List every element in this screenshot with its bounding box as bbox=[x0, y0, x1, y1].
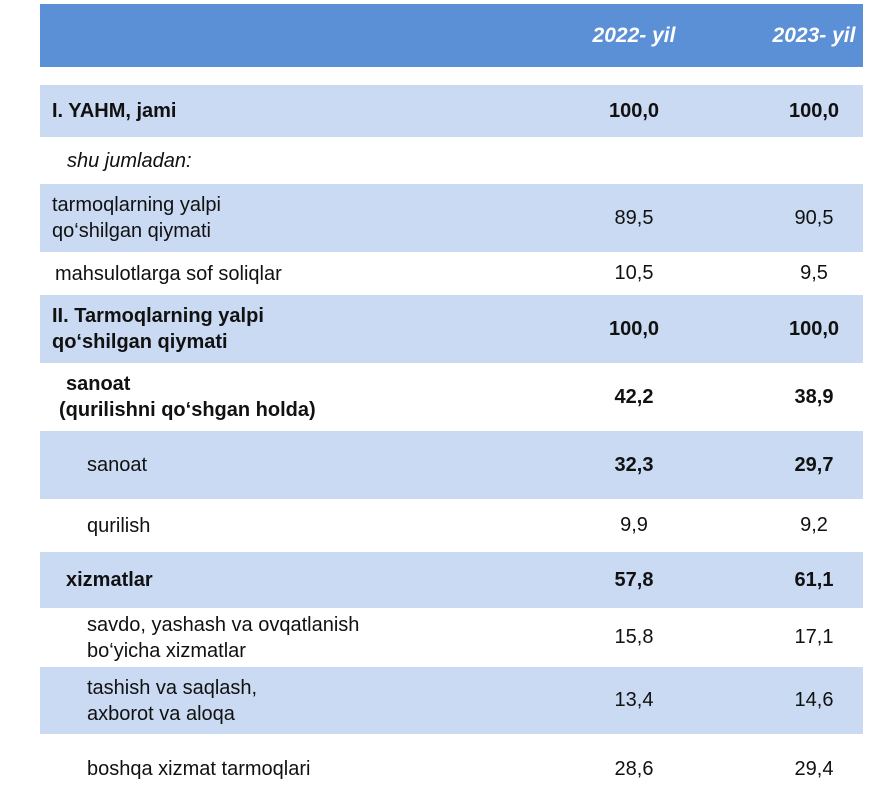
row-label: I. YAHM, jami bbox=[52, 85, 177, 137]
row-label: mahsulotlarga sof soliqlar bbox=[55, 252, 282, 295]
table-row-transport-communication: tashish va saqlash, axborot va aloqa 13,… bbox=[40, 667, 863, 734]
row-label: boshqa xizmat tarmoqlari bbox=[87, 746, 310, 792]
value-2022: 57,8 bbox=[614, 568, 654, 591]
value-2022: 28,6 bbox=[614, 757, 654, 780]
row-label: savdo, yashash va ovqatlanish bo‘yicha x… bbox=[87, 608, 359, 667]
row-label: shu jumladan: bbox=[67, 137, 192, 184]
value-2023: 100,0 bbox=[788, 99, 840, 122]
value-2023: 9,2 bbox=[800, 514, 828, 536]
row-label-line2: qo‘shilgan qiymati bbox=[52, 331, 228, 353]
value-2023: 14,6 bbox=[794, 689, 834, 711]
row-label-line1: savdo, yashash va ovqatlanish bbox=[87, 613, 360, 636]
value-2022: 32,3 bbox=[614, 453, 654, 476]
row-label-line1: II. Tarmoqlarning yalpi bbox=[52, 305, 264, 327]
row-label: tashish va saqlash, axborot va aloqa bbox=[87, 667, 257, 734]
value-2022: 9,9 bbox=[620, 514, 648, 536]
value-2023: 61,1 bbox=[794, 568, 834, 591]
table-row-industry: sanoat 32,3 29,7 bbox=[40, 431, 863, 499]
value-2022: 42,2 bbox=[614, 385, 654, 408]
value-2023: 100,0 bbox=[788, 317, 840, 340]
row-label-line2: qo‘shilgan qiymati bbox=[52, 220, 211, 242]
table-row-sectors-total: II. Tarmoqlarning yalpi qo‘shilgan qiyma… bbox=[40, 295, 863, 363]
value-2022: 13,4 bbox=[614, 689, 654, 711]
table-row-gross-value-added: tarmoqlarning yalpi qo‘shilgan qiymati 8… bbox=[40, 184, 863, 252]
row-label-line1: sanoat bbox=[66, 373, 131, 395]
value-2023: 29,4 bbox=[794, 757, 834, 780]
row-label-line1: tarmoqlarning yalpi bbox=[52, 194, 221, 216]
row-label-line2: bo‘yicha xizmatlar bbox=[87, 639, 246, 662]
row-label-line1: tashish va saqlash, bbox=[87, 676, 258, 699]
table-row-other-services: boshqa xizmat tarmoqlari 28,6 29,4 bbox=[40, 746, 863, 792]
header-year-2022: 2022- yil bbox=[592, 24, 676, 47]
table-row-industry-with-construction: sanoat (qurilishni qo‘shgan holda) 42,2 … bbox=[40, 363, 863, 431]
row-label-line2: (qurilishni qo‘shgan holda) bbox=[59, 399, 316, 421]
row-label-line2: axborot va aloqa bbox=[87, 702, 235, 725]
value-2022: 100,0 bbox=[608, 317, 660, 340]
row-label: II. Tarmoqlarning yalpi qo‘shilgan qiyma… bbox=[52, 295, 264, 363]
table-row-yahm-total: I. YAHM, jami 100,0 100,0 bbox=[40, 85, 863, 137]
value-2023: 17,1 bbox=[794, 626, 834, 648]
table-row-trade-accommodation: savdo, yashash va ovqatlanish bo‘yicha x… bbox=[40, 608, 863, 667]
value-2023: 29,7 bbox=[794, 453, 834, 476]
value-2022: 89,5 bbox=[614, 206, 654, 229]
row-label-line1: sanoat bbox=[87, 454, 148, 476]
value-2023: 9,5 bbox=[800, 262, 828, 284]
row-label-line1: xizmatlar bbox=[66, 569, 153, 591]
value-2022: 100,0 bbox=[608, 99, 660, 122]
row-label: sanoat (qurilishni qo‘shgan holda) bbox=[59, 363, 316, 431]
table-row-construction: qurilish 9,9 9,2 bbox=[40, 499, 863, 552]
row-label-line1: I. YAHM, jami bbox=[52, 100, 177, 122]
row-label: sanoat bbox=[87, 431, 147, 499]
table-row-subheading: shu jumladan: bbox=[40, 137, 863, 184]
row-label-line1: shu jumladan: bbox=[67, 149, 192, 172]
row-label: tarmoqlarning yalpi qo‘shilgan qiymati bbox=[52, 184, 221, 252]
header-year-2023: 2023- yil bbox=[772, 24, 856, 47]
value-2023: 90,5 bbox=[794, 206, 834, 229]
value-2022: 15,8 bbox=[614, 626, 654, 648]
value-2022: 10,5 bbox=[614, 262, 654, 284]
table-header: 2022- yil 2023- yil bbox=[40, 4, 863, 67]
row-label-line1: boshqa xizmat tarmoqlari bbox=[87, 758, 311, 780]
table-row-services: xizmatlar 57,8 61,1 bbox=[40, 552, 863, 608]
value-2023: 38,9 bbox=[794, 385, 834, 408]
row-label: xizmatlar bbox=[66, 552, 153, 608]
table-row-net-taxes: mahsulotlarga sof soliqlar 10,5 9,5 bbox=[40, 252, 863, 295]
row-label: qurilish bbox=[87, 499, 150, 552]
row-label-line1: mahsulotlarga sof soliqlar bbox=[55, 262, 282, 285]
row-label-line1: qurilish bbox=[87, 514, 151, 537]
